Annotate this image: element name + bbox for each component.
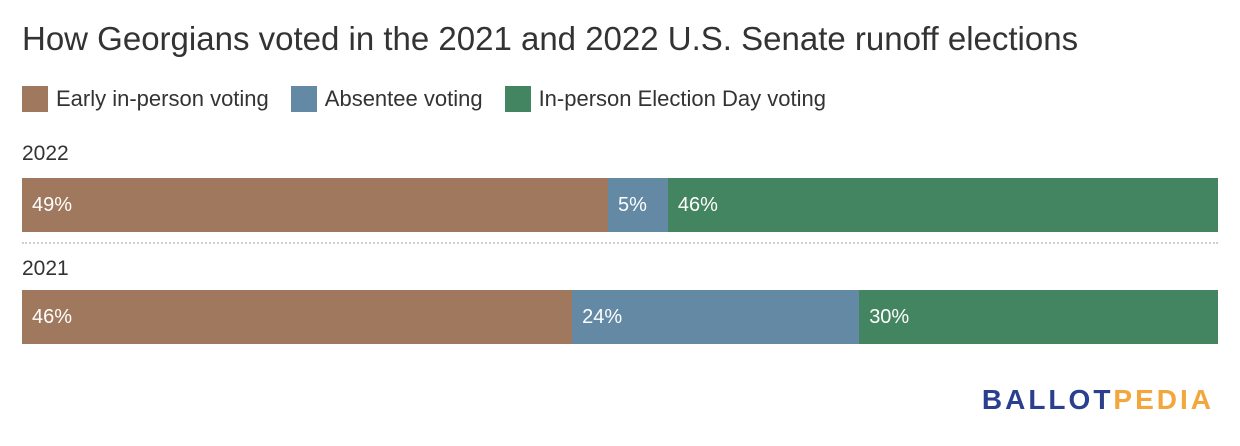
legend-swatch-absentee [290,86,317,112]
data-label-2022-absentee: 5% [618,193,647,216]
data-label-2021-absentee: 24% [582,305,623,328]
bar-segment-2021-election-day: 30% [859,290,1218,344]
legend-item-election-day: In-person Election Day voting [504,86,826,112]
data-label-2021-election-day: 30% [869,305,910,328]
bar-segment-2022-election-day: 46% [667,178,1218,232]
bar-segment-2021-early: 46% [22,290,573,344]
row-divider [22,242,1218,244]
legend-item-early: Early in-person voting [22,86,269,112]
category-label-2021: 2021 [22,257,69,280]
legend-label-early: Early in-person voting [56,86,269,111]
chart-title: How Georgians voted in the 2021 and 2022… [22,20,1079,57]
data-label-2022-early: 49% [32,193,73,216]
legend-item-absentee: Absentee voting [290,86,483,112]
legend-swatch-early [22,86,48,112]
legend-swatch-election-day [504,86,531,112]
data-label-2022-election-day: 46% [677,193,718,216]
bar-segment-2021-absentee: 24% [572,290,860,344]
logo-part-ballot: BALLOT [981,384,1114,415]
data-label-2021-early: 46% [32,305,73,328]
legend-label-election-day: In-person Election Day voting [538,86,826,111]
bar-row-2021: 46% 24% 30% [22,290,1218,344]
bar-row-2022: 49% 5% 46% [22,178,1218,232]
bar-segment-2022-early: 49% [22,178,609,232]
legend: Early in-person voting Absentee voting I… [22,86,848,112]
legend-label-absentee: Absentee voting [324,86,483,111]
category-label-2022: 2022 [22,142,69,165]
bar-segment-2022-absentee: 5% [608,178,668,232]
ballotpedia-logo: BALLOTPEDIA [982,384,1214,416]
logo-part-pedia: PEDIA [1113,384,1214,415]
